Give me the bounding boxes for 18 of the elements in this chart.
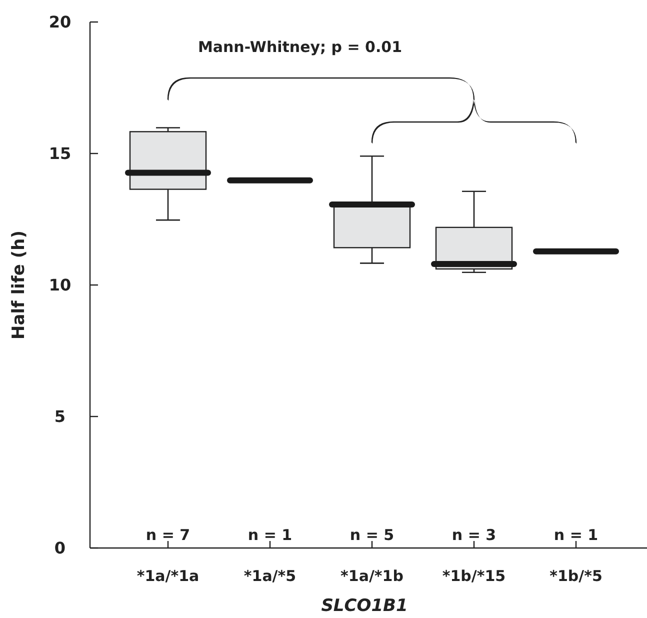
annotation: n = 5 [350, 526, 394, 544]
annotation: n = 1 [554, 526, 598, 544]
x-tick-label: *1a/*5 [244, 567, 296, 585]
annotation: Mann-Whitney; p = 0.01 [198, 38, 402, 56]
y-tick-label: 20 [48, 12, 72, 32]
y-tick-label: 15 [48, 144, 72, 164]
annotation: n = 7 [146, 526, 190, 544]
x-tick-label: *1a/*1b [340, 567, 404, 585]
x-tick-label: *1b/*15 [442, 567, 506, 585]
annotation: n = 1 [248, 526, 292, 544]
y-axis-title: Half life (h) [9, 230, 29, 340]
y-tick-label: 5 [54, 407, 66, 426]
y-tick-label: 0 [54, 538, 66, 558]
annotation: n = 3 [452, 526, 496, 544]
x-tick-label: *1b/*5 [550, 567, 602, 585]
x-tick-label: *1a/*1a [136, 567, 200, 585]
x-axis-title: SLCO1B1 [321, 596, 408, 616]
y-tick-label: 10 [48, 276, 72, 295]
